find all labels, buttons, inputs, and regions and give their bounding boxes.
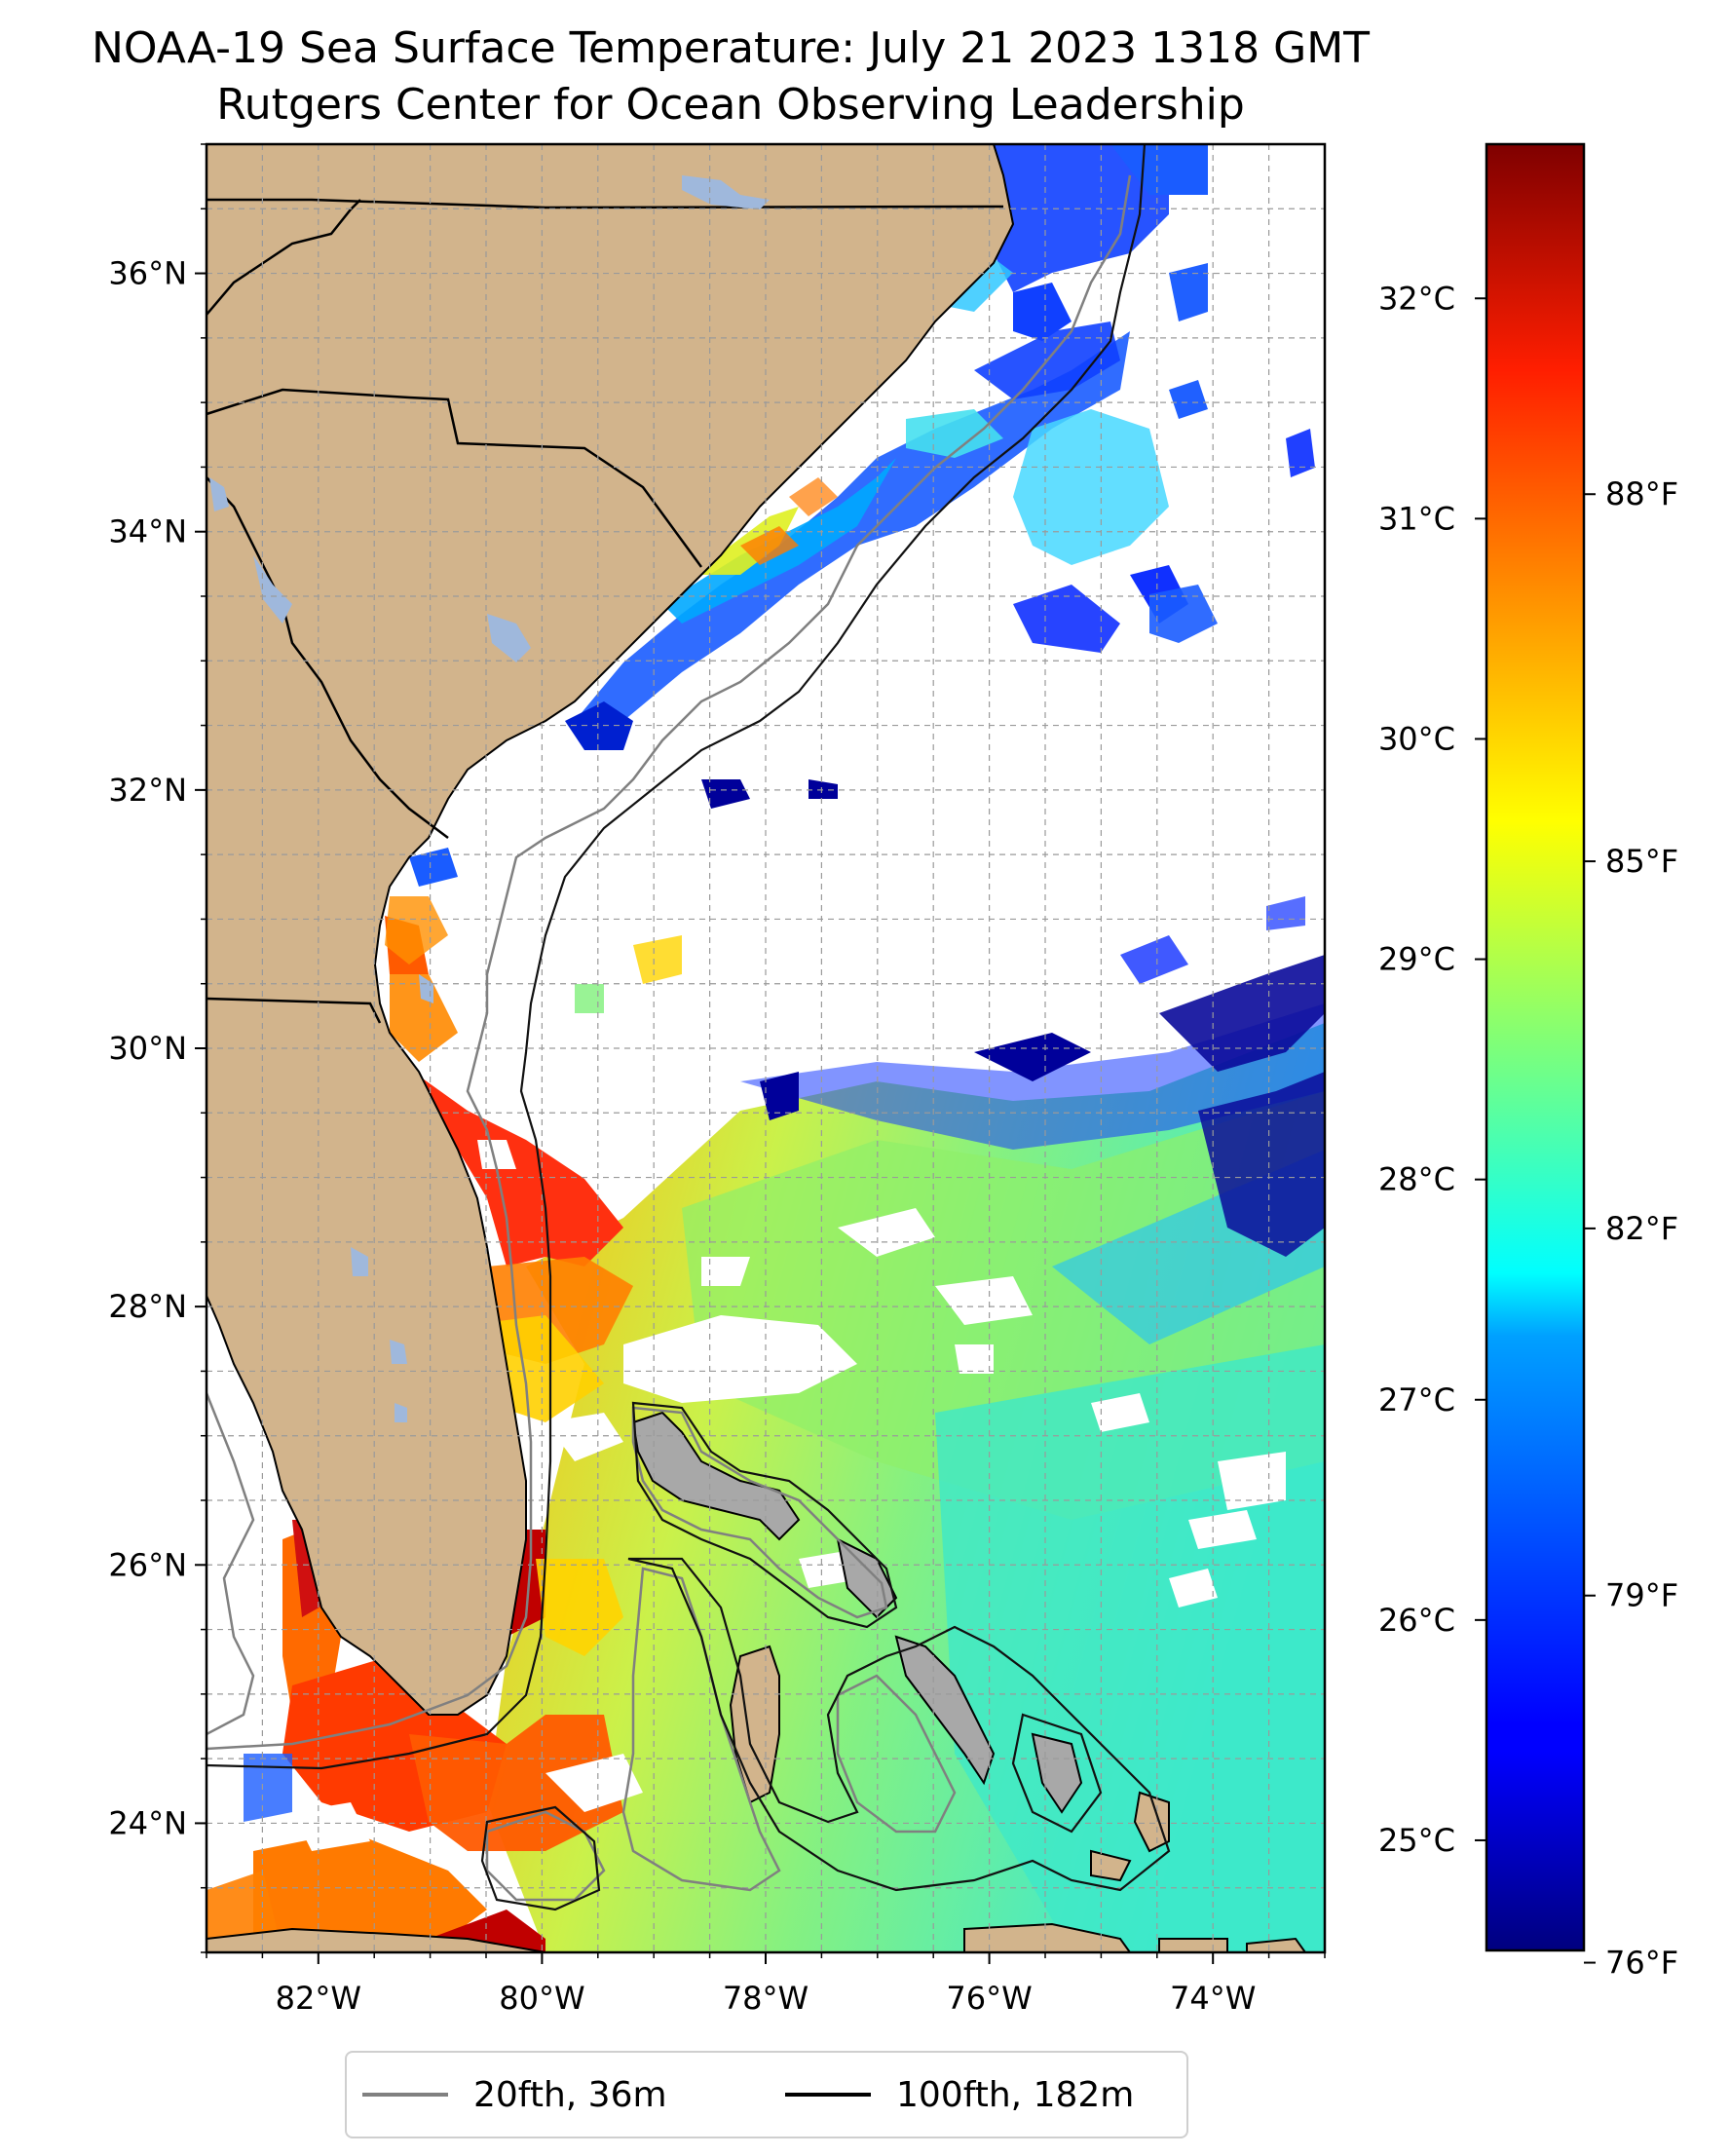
lat-tick-label: 30°N <box>108 1030 187 1067</box>
legend-item-20fth: 20fth, 36m <box>362 2053 667 2137</box>
contour-20fth <box>207 174 1132 1902</box>
legend-swatch-100fth <box>785 2093 871 2097</box>
legend-swatch-20fth <box>362 2093 448 2097</box>
lon-tick-label: 76°W <box>946 1980 1032 2017</box>
celsius-tick-label: 25°C <box>1378 1822 1455 1859</box>
cloud-mask <box>292 1140 1286 1851</box>
colorbar <box>1485 142 1586 1952</box>
fahrenheit-tick-label: 82°F <box>1605 1210 1678 1247</box>
legend-label-100fth: 100fth, 182m <box>896 2074 1135 2115</box>
lakes <box>209 175 770 1422</box>
lon-tick-label: 78°W <box>723 1980 809 2017</box>
fahrenheit-tick-label: 79°F <box>1605 1577 1678 1614</box>
celsius-tick-label: 26°C <box>1378 1602 1455 1639</box>
celsius-tick-label: 27°C <box>1378 1381 1455 1418</box>
legend-label-20fth: 20fth, 36m <box>473 2074 667 2115</box>
state-boundaries <box>207 198 1004 1024</box>
legend-item-100fth: 100fth, 182m <box>785 2053 1134 2137</box>
lat-tick-label: 36°N <box>108 255 187 292</box>
lon-tick-label: 74°W <box>1170 1980 1256 2017</box>
contour-100fth <box>207 144 1171 1911</box>
legend: 20fth, 36m 100fth, 182m <box>345 2051 1188 2138</box>
lat-tick-label: 26°N <box>108 1546 187 1583</box>
map-gridlines <box>207 144 1325 1952</box>
lon-tick-label: 82°W <box>276 1980 361 2017</box>
lat-tick-label: 24°N <box>108 1804 187 1841</box>
fahrenheit-tick-label: 76°F <box>1605 1945 1678 1982</box>
chart-title: NOAA-19 Sea Surface Temperature: July 21… <box>91 23 1371 73</box>
lat-tick-label: 28°N <box>108 1288 187 1325</box>
colorbar-ticks: 25°C 26°C 27°C 28°C 29°C 30°C 31°C 32°C 76°F 79°F… <box>1378 280 1678 1981</box>
celsius-tick-label: 29°C <box>1378 941 1455 978</box>
lat-tick-label: 34°N <box>108 513 187 550</box>
lon-tick-label: 80°W <box>499 1980 584 2017</box>
fahrenheit-tick-label: 85°F <box>1605 843 1678 880</box>
celsius-tick-label: 30°C <box>1378 720 1455 757</box>
celsius-tick-label: 31°C <box>1378 500 1455 537</box>
sst-field <box>207 144 1325 1952</box>
celsius-tick-label: 28°C <box>1378 1161 1455 1198</box>
map-axis-ticks: 82°W 80°W 78°W 76°W 74°W 24°N 26°N 28°N 30°N 32°N… <box>108 143 1326 2017</box>
fahrenheit-tick-label: 88°F <box>1605 475 1678 512</box>
chart-subtitle: Rutgers Center for Ocean Observing Leade… <box>216 80 1245 130</box>
celsius-tick-label: 32°C <box>1378 280 1455 317</box>
lat-tick-label: 32°N <box>108 772 187 809</box>
